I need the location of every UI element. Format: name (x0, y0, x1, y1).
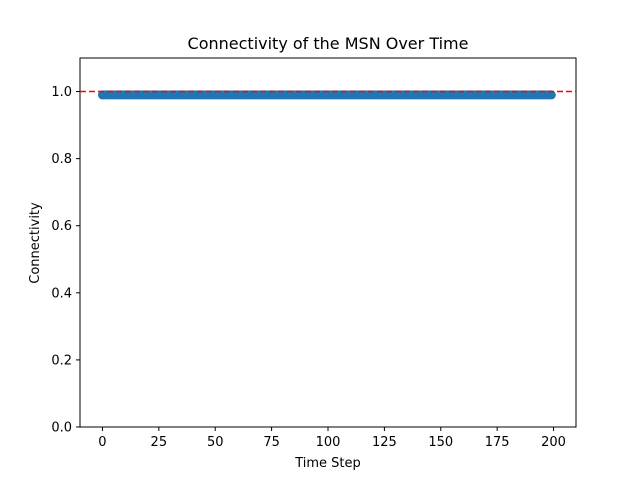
x-tick-label: 175 (485, 435, 510, 450)
x-tick-label: 0 (98, 435, 106, 450)
chart-title: Connectivity of the MSN Over Time (188, 34, 469, 53)
y-tick-label: 1.0 (51, 85, 72, 100)
x-tick-label: 25 (151, 435, 168, 450)
y-tick-label: 0.8 (51, 152, 72, 167)
y-axis-label: Connectivity (28, 202, 43, 284)
y-tick-label: 0.6 (51, 219, 72, 234)
x-tick-label: 150 (428, 435, 453, 450)
y-tick-label: 0.2 (51, 353, 72, 368)
y-tick-label: 0.0 (51, 421, 72, 436)
plot-frame (79, 57, 577, 428)
x-axis-label: Time Step (294, 456, 361, 471)
x-tick-label: 200 (541, 435, 566, 450)
x-tick-label: 100 (316, 435, 341, 450)
x-tick-label: 50 (207, 435, 224, 450)
y-tick-label: 0.4 (51, 286, 72, 301)
x-axis-ticks: 0 25 50 75 100 125 150 175 200 (98, 427, 566, 450)
x-tick-label: 125 (372, 435, 397, 450)
y-axis-ticks: 0.0 0.2 0.4 0.6 0.8 1.0 (51, 85, 80, 436)
series-layer (80, 90, 576, 100)
data-point (546, 90, 556, 100)
x-tick-label: 75 (263, 435, 280, 450)
plot-area (79, 57, 577, 428)
